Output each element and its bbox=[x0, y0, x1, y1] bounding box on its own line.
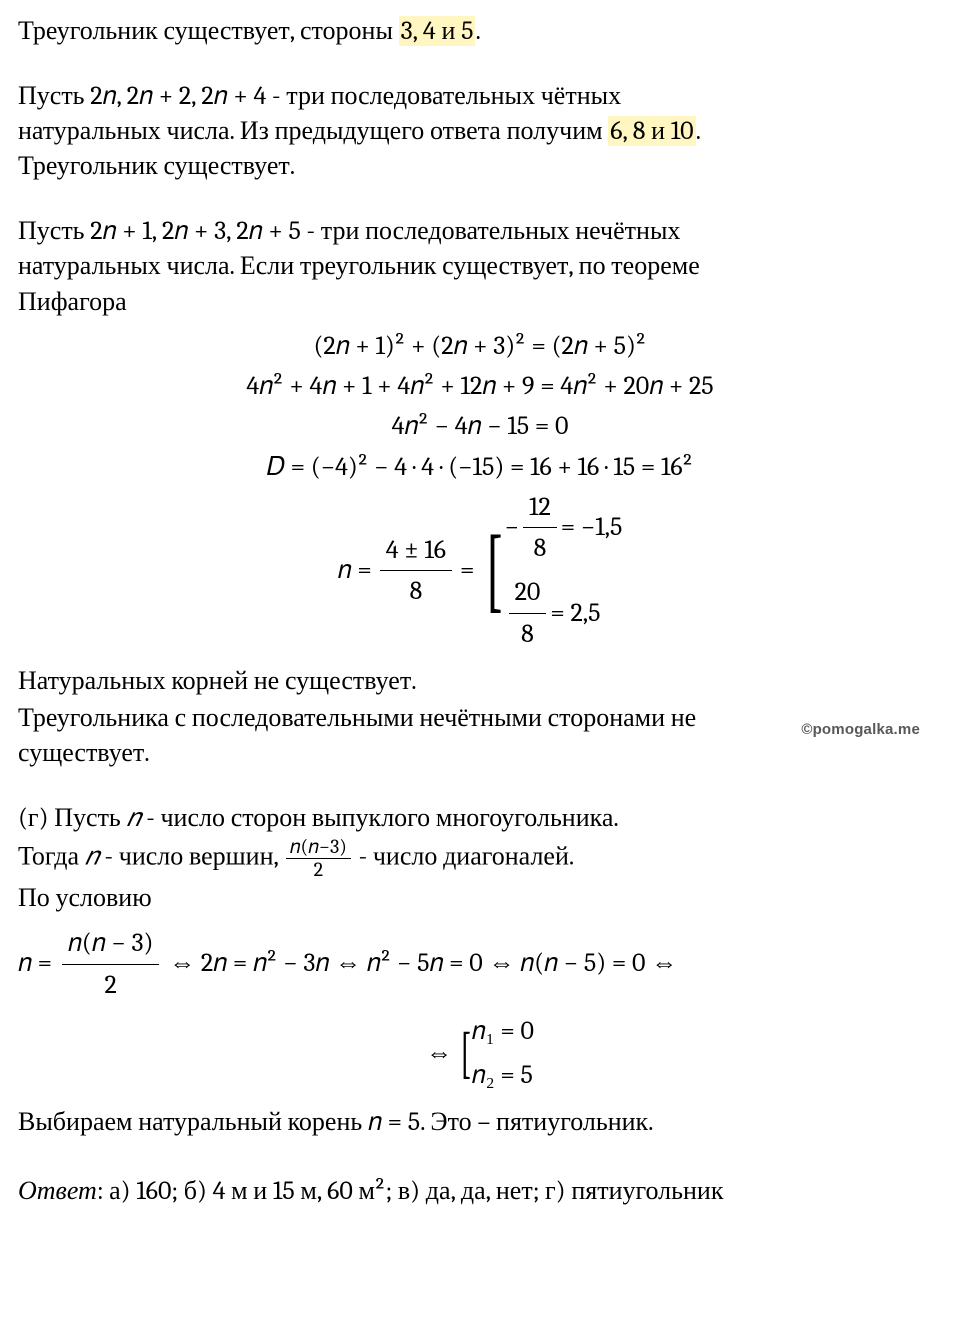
text: ⇔ 2𝑛 = 𝑛² − 3𝑛 ⇔ 𝑛² − 5𝑛 = 0 ⇔ 𝑛(𝑛 − 5) … bbox=[163, 948, 677, 978]
text: - три последовательных чётных bbox=[266, 81, 621, 111]
eq-line: 𝐷 = (−4)² − 4 · 4 · (−15) = 16 + 16 · 15… bbox=[18, 447, 942, 487]
fraction: 4 ± 16 8 bbox=[380, 530, 452, 612]
watermark-text: ©pomogalka.me bbox=[801, 720, 920, 740]
cases: 𝑛₁ = 0 𝑛₂ = 5 bbox=[472, 1011, 534, 1096]
text: Выбираем натуральный корень bbox=[18, 1107, 368, 1137]
cases-bracket: ⇔ [ 𝑛₁ = 0 𝑛₂ = 5 bbox=[426, 1011, 534, 1096]
cases-bracket: [ − 12 8 = −1,5 20 8 = 2,5 bbox=[478, 487, 622, 654]
answer-line: Ответ: а) 160; б) 4 м и 15 м, 60 м²; в) … bbox=[18, 1174, 942, 1209]
denominator: 2 bbox=[62, 964, 160, 1007]
paragraph-polygon: (г) Пусть 𝑛 - число сторон выпуклого мно… bbox=[18, 801, 942, 916]
text: (г) Пусть bbox=[18, 803, 127, 833]
left-bracket-icon: [ bbox=[485, 534, 504, 608]
case-row: 𝑛₁ = 0 bbox=[472, 1011, 534, 1051]
eq-line: (2𝑛 + 1)² + (2𝑛 + 3)² = (2𝑛 + 5)² bbox=[18, 326, 942, 366]
text: По условию bbox=[18, 883, 152, 913]
text: - число диагоналей. bbox=[353, 842, 574, 872]
numerator: 20 bbox=[509, 572, 547, 612]
paragraph-pick-root: Выбираем натуральный корень 𝑛 = 5. Это –… bbox=[18, 1105, 942, 1140]
paragraph-no-natural-roots: Натуральных корней не существует. bbox=[18, 664, 942, 699]
text: натуральных числа. Из предыдущего ответа… bbox=[18, 116, 608, 146]
case-row: 𝑛₂ = 5 bbox=[472, 1055, 533, 1095]
denominator: 8 bbox=[380, 570, 452, 611]
eq-line: 4𝑛² + 4𝑛 + 1 + 4𝑛² + 12𝑛 + 9 = 4𝑛² + 20𝑛… bbox=[18, 366, 942, 406]
denominator: 2 bbox=[286, 858, 351, 881]
fraction: 20 8 bbox=[509, 572, 547, 654]
text: Пифагора bbox=[18, 287, 127, 317]
case-row: 20 8 = 2,5 bbox=[505, 572, 601, 654]
text: . bbox=[475, 16, 480, 46]
text: - число вершин, bbox=[99, 842, 284, 872]
text: . bbox=[696, 116, 701, 146]
text: 𝑛 = bbox=[18, 948, 58, 978]
text: - три последовательных нечётных bbox=[301, 216, 681, 246]
math-inline: 𝑛 = 5 bbox=[368, 1107, 420, 1137]
text: − bbox=[505, 507, 519, 547]
text: Треугольник существует. bbox=[18, 151, 295, 181]
denominator: 8 bbox=[523, 527, 557, 568]
text: = 2,5 bbox=[550, 593, 600, 633]
fraction: 𝑛(𝑛 − 3)2 bbox=[62, 923, 160, 1007]
answer-label: Ответ bbox=[18, 1176, 97, 1206]
text: Пусть bbox=[18, 216, 90, 246]
eq-line-n: 𝑛 = 4 ± 16 8 = [ − 12 8 = −1,5 20 bbox=[18, 487, 942, 654]
numerator: 𝑛(𝑛−3) bbox=[286, 836, 351, 858]
equation-block-pythagoras: (2𝑛 + 1)² + (2𝑛 + 3)² = (2𝑛 + 5)² 4𝑛² + … bbox=[18, 326, 942, 654]
cases: − 12 8 = −1,5 20 8 = 2,5 bbox=[505, 487, 623, 654]
text: Пусть bbox=[18, 81, 90, 111]
text: = −1,5 bbox=[561, 507, 623, 547]
highlight-6810: 6, 8 и 10 bbox=[608, 116, 695, 146]
text: . Это – пятиугольник. bbox=[420, 1107, 653, 1137]
math-inline: 𝑛 bbox=[127, 803, 141, 833]
paragraph-triangle-exists: Треугольник существует, стороны 3, 4 и 5… bbox=[18, 14, 942, 49]
numerator: 𝑛(𝑛 − 3) bbox=[62, 923, 160, 965]
paragraph-even-seq: Пусть 2𝑛, 2𝑛 + 2, 2𝑛 + 4 - три последова… bbox=[18, 79, 942, 184]
text: Тогда bbox=[18, 842, 85, 872]
text: Треугольник существует, стороны bbox=[18, 16, 399, 46]
equation-chain-polygon: 𝑛 = 𝑛(𝑛 − 3)2 ⇔ 2𝑛 = 𝑛² − 3𝑛 ⇔ 𝑛² − 5𝑛 =… bbox=[18, 923, 942, 1007]
math-inline: 𝑛 bbox=[85, 842, 99, 872]
fraction-inline: 𝑛(𝑛−3)2 bbox=[286, 836, 351, 881]
text: натуральных числа. Если треугольник суще… bbox=[18, 251, 700, 281]
numerator: 12 bbox=[523, 487, 557, 527]
math-inline: 2𝑛, 2𝑛 + 2, 2𝑛 + 4 bbox=[90, 81, 266, 111]
iff-symbol: ⇔ bbox=[426, 1033, 452, 1073]
text: = bbox=[460, 550, 474, 590]
left-bracket-icon: [ bbox=[460, 1031, 472, 1076]
answer-text: : а) 160; б) 4 м и 15 м, 60 м²; в) да, д… bbox=[97, 1176, 724, 1206]
text: - число сторон выпуклого многоугольника. bbox=[140, 803, 618, 833]
denominator: 8 bbox=[509, 613, 547, 654]
numerator: 4 ± 16 bbox=[380, 530, 452, 570]
text: Треугольника с последовательными нечётны… bbox=[18, 703, 696, 733]
math-inline: 2𝑛 + 1, 2𝑛 + 3, 2𝑛 + 5 bbox=[90, 216, 301, 246]
highlight-345: 3, 4 и 5 bbox=[399, 16, 476, 46]
paragraph-odd-seq: Пусть 2𝑛 + 1, 2𝑛 + 3, 2𝑛 + 5 - три после… bbox=[18, 214, 942, 319]
case-row: − 12 8 = −1,5 bbox=[505, 487, 623, 569]
eq-line: 4𝑛² − 4𝑛 − 15 = 0 bbox=[18, 406, 942, 446]
text: существует. bbox=[18, 738, 150, 768]
equation-result-polygon: ⇔ [ 𝑛₁ = 0 𝑛₂ = 5 bbox=[18, 1011, 942, 1096]
text: 𝑛 = bbox=[338, 550, 372, 590]
fraction: 12 8 bbox=[523, 487, 557, 569]
